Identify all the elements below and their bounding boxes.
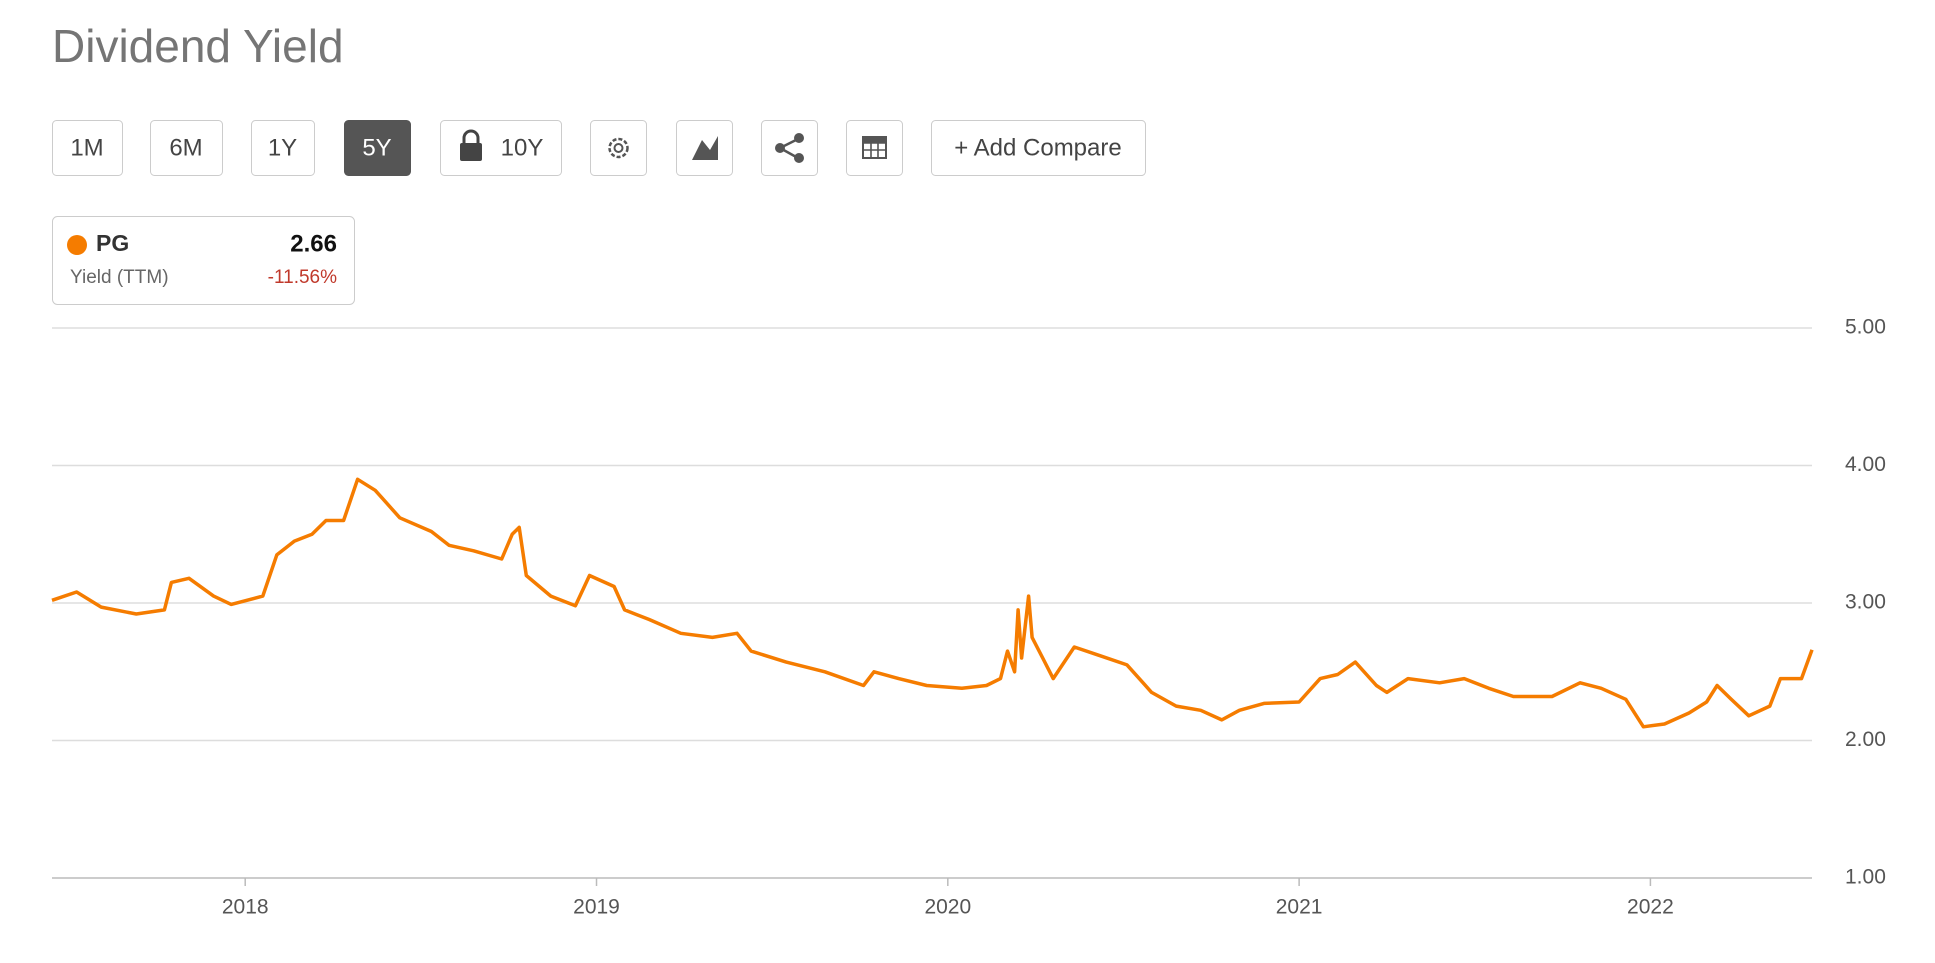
toolbar-button[interactable]: 6M <box>150 120 223 176</box>
button-label: 10Y <box>501 134 544 161</box>
x-tick-label: 2020 <box>924 896 971 919</box>
chart-type-button[interactable] <box>676 120 733 176</box>
legend-dot <box>67 235 87 255</box>
toolbar-button[interactable]: 1M <box>52 120 123 176</box>
x-tick-label: 2018 <box>222 896 269 919</box>
y-tick-label: 1.00 <box>1845 866 1886 889</box>
button-frame <box>931 120 1146 176</box>
settings-button[interactable] <box>590 120 647 176</box>
legend-change: -11.56% <box>268 267 337 288</box>
toolbar-button[interactable]: 10Y <box>440 120 562 176</box>
y-tick-label: 5.00 <box>1845 316 1886 339</box>
y-tick-label: 3.00 <box>1845 591 1886 614</box>
button-label: 5Y <box>362 134 391 161</box>
toolbar-button[interactable]: + Add Compare <box>931 120 1146 176</box>
button-frame <box>344 120 411 176</box>
y-tick-label: 2.00 <box>1845 728 1886 751</box>
button-label: + Add Compare <box>954 134 1121 161</box>
x-tick-label: 2022 <box>1627 896 1674 919</box>
legend-series-name: PG <box>96 230 129 256</box>
toolbar-button[interactable]: 1Y <box>251 120 315 176</box>
lock-icon <box>462 129 480 144</box>
share-button[interactable] <box>761 120 818 176</box>
button-label: 1M <box>70 134 103 161</box>
button-frame <box>440 120 562 176</box>
button-label: 1Y <box>268 134 297 161</box>
x-tick-label: 2019 <box>573 896 620 919</box>
legend-value: 2.66 <box>290 230 337 257</box>
x-tick-label: 2021 <box>1276 896 1323 919</box>
data-line <box>51 477 1814 729</box>
table-button[interactable] <box>846 120 903 176</box>
button-frame <box>251 120 315 176</box>
legend-metric: Yield (TTM) <box>70 267 169 288</box>
y-tick-label: 4.00 <box>1845 453 1886 476</box>
toolbar-button[interactable]: 5Y <box>344 120 411 176</box>
page-title: Dividend Yield <box>52 20 344 72</box>
button-frame <box>52 120 123 176</box>
lock-icon <box>460 143 482 161</box>
legend-card <box>52 216 355 305</box>
button-frame <box>150 120 223 176</box>
button-label: 6M <box>169 134 202 161</box>
